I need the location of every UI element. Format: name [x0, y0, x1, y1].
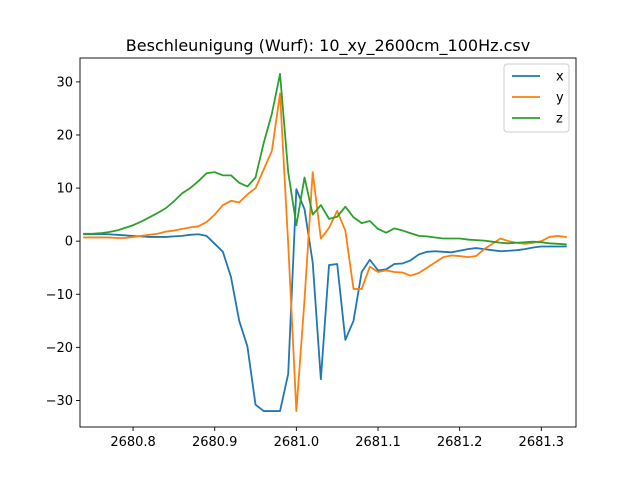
y-tick-label: 30	[56, 75, 73, 90]
x-tick-label: 2681.0	[274, 435, 320, 450]
y-tick-label: 10	[56, 182, 73, 197]
x-tick-label: 2680.9	[192, 435, 238, 450]
y-tick-label: 20	[56, 128, 73, 143]
series-line-z	[83, 73, 567, 246]
legend-label-z: z	[556, 112, 563, 127]
legend-label-y: y	[556, 91, 564, 106]
x-tick-label: 2680.8	[110, 435, 156, 450]
series-line-y	[83, 92, 567, 412]
y-tick-label: −10	[46, 288, 73, 303]
plot-lines	[83, 73, 567, 412]
y-tick-label: −20	[46, 341, 73, 356]
legend-box	[503, 63, 570, 133]
x-tick-label: 2681.1	[355, 435, 401, 450]
legend: xyz	[503, 63, 570, 133]
y-axis-ticks: −30 −20 −10 0 10 20 30	[46, 75, 80, 409]
x-axis-ticks: 2680.8 2680.9 2681.0 2681.1 2681.2 2681.3	[110, 427, 564, 450]
x-tick-label: 2681.3	[519, 435, 565, 450]
chart-title: Beschleunigung (Wurf): 10_xy_2600cm_100H…	[126, 36, 530, 56]
legend-label-x: x	[556, 70, 564, 85]
plot-frame	[79, 57, 577, 428]
y-tick-label: 0	[65, 235, 73, 250]
y-tick-label: −30	[46, 394, 73, 409]
x-tick-label: 2681.2	[437, 435, 483, 450]
